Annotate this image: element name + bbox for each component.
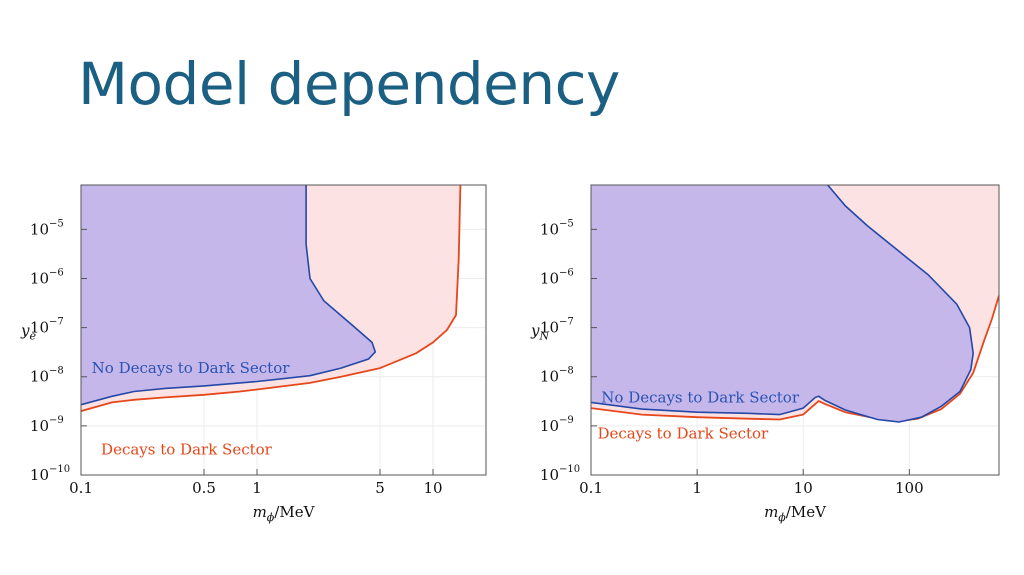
plot-frame: [80, 184, 487, 476]
y-tick-label: 10: [540, 466, 559, 484]
x-tick-label: 100: [895, 479, 924, 497]
y-tick-label: 10: [30, 417, 49, 435]
x-tick-label: 1: [252, 479, 262, 497]
no-decay-region: [591, 185, 974, 422]
chart-1: Decays to Dark Sector No Decays to Dark S…: [20, 184, 487, 524]
y-tick-exponent: −8: [49, 366, 64, 377]
y-tick-exponent: −6: [49, 267, 64, 278]
x-tick-label: 0.1: [69, 479, 93, 497]
plot-frame: [590, 184, 1000, 476]
plot-area: [81, 185, 462, 412]
y-tick-label: 10: [540, 269, 559, 287]
y-tick-exponent: −6: [559, 267, 574, 278]
y-tick-exponent: −5: [49, 218, 64, 229]
no-decay-boundary: [81, 185, 377, 406]
y-tick-exponent: −10: [49, 464, 70, 475]
no-decay-region: [81, 185, 376, 405]
plot-area: [591, 185, 999, 423]
no-decay-boundary: [591, 185, 975, 423]
y-tick-label: 10: [30, 319, 49, 337]
y-tick-label: 10: [30, 220, 49, 238]
y-tick-label: 10: [30, 368, 49, 386]
y-tick-exponent: −9: [559, 415, 574, 426]
series-label: Decays to Dark Sector: [597, 425, 769, 443]
x-axis-label: mϕ/MeV: [764, 503, 827, 524]
y-tick-label: 10: [540, 417, 559, 435]
x-axis-label: mϕ/MeV: [253, 503, 316, 524]
y-axis-label: yN: [530, 322, 549, 343]
y-tick-exponent: −7: [559, 317, 574, 328]
y-tick-exponent: −7: [49, 317, 64, 328]
series-label: No Decays to Dark Sector: [601, 388, 800, 406]
chart-2: Decays to Dark Sector No Decays to Dark S…: [530, 184, 1000, 524]
y-tick-exponent: −8: [559, 366, 574, 377]
y-tick-label: 10: [30, 466, 49, 484]
x-tick-label: 0.5: [192, 479, 216, 497]
slide-title: Model dependency: [78, 50, 620, 118]
x-tick-label: 10: [794, 479, 813, 497]
series-label: Decays to Dark Sector: [101, 441, 273, 459]
y-tick-exponent: −9: [49, 415, 64, 426]
y-tick-exponent: −10: [559, 464, 580, 475]
x-tick-label: 5: [375, 479, 385, 497]
dark-sector-boundary: [81, 185, 462, 412]
x-tick-label: 0.1: [579, 479, 603, 497]
y-axis-label: ye: [20, 322, 36, 343]
y-tick-label: 10: [540, 368, 559, 386]
x-tick-label: 10: [423, 479, 442, 497]
y-tick-label: 10: [30, 269, 49, 287]
y-tick-label: 10: [540, 319, 559, 337]
y-tick-label: 10: [540, 220, 559, 238]
y-tick-exponent: −5: [559, 218, 574, 229]
dark-sector-boundary: [591, 295, 999, 423]
x-tick-label: 1: [692, 479, 702, 497]
series-label: No Decays to Dark Sector: [92, 359, 291, 377]
